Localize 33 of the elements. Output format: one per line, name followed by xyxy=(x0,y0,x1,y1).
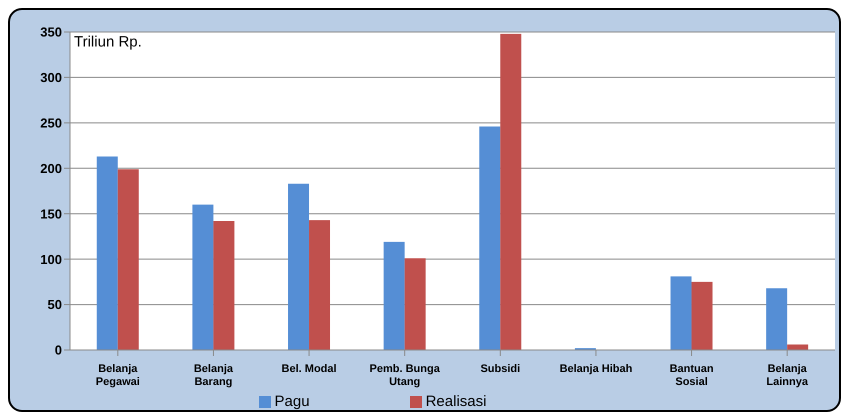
bar xyxy=(118,169,139,350)
legend-label: Realisasi xyxy=(426,393,486,410)
y-tick-label: 0 xyxy=(54,342,62,358)
y-tick-label: 350 xyxy=(40,24,62,40)
bar xyxy=(500,34,522,350)
x-tick-label: Belanja Barang xyxy=(194,363,234,388)
x-tick-label: Belanja Pegawai xyxy=(96,363,140,388)
bar xyxy=(404,258,426,350)
y-tick-label: 100 xyxy=(40,252,62,267)
bar xyxy=(96,156,118,350)
y-tick-label: 150 xyxy=(40,206,62,222)
x-tick-label: Bantuan Sosial xyxy=(670,363,714,388)
bar xyxy=(192,204,214,350)
bar xyxy=(384,242,405,350)
bar xyxy=(787,344,808,350)
y-tick-label: 250 xyxy=(40,115,62,130)
bar xyxy=(479,126,500,350)
x-tick-label: Subsidi xyxy=(480,363,520,375)
y-tick-label: 200 xyxy=(40,160,62,176)
bar xyxy=(670,276,692,350)
x-tick-label: Bel. Modal xyxy=(282,363,337,375)
y-tick-label: 300 xyxy=(40,70,62,86)
bar xyxy=(766,288,788,350)
legend-label: Pagu xyxy=(274,393,310,410)
bar xyxy=(213,220,234,350)
bar xyxy=(288,184,310,350)
y-axis-title: Triliun Rp. xyxy=(74,34,142,51)
bar xyxy=(309,220,330,350)
bar xyxy=(692,282,713,350)
y-tick-label: 50 xyxy=(48,297,62,312)
x-tick-label: Belanja Lainnya xyxy=(766,363,809,388)
x-tick-label: Pemb. Bunga Utang xyxy=(370,363,441,388)
x-tick-label: Belanja Hibah xyxy=(560,363,633,375)
